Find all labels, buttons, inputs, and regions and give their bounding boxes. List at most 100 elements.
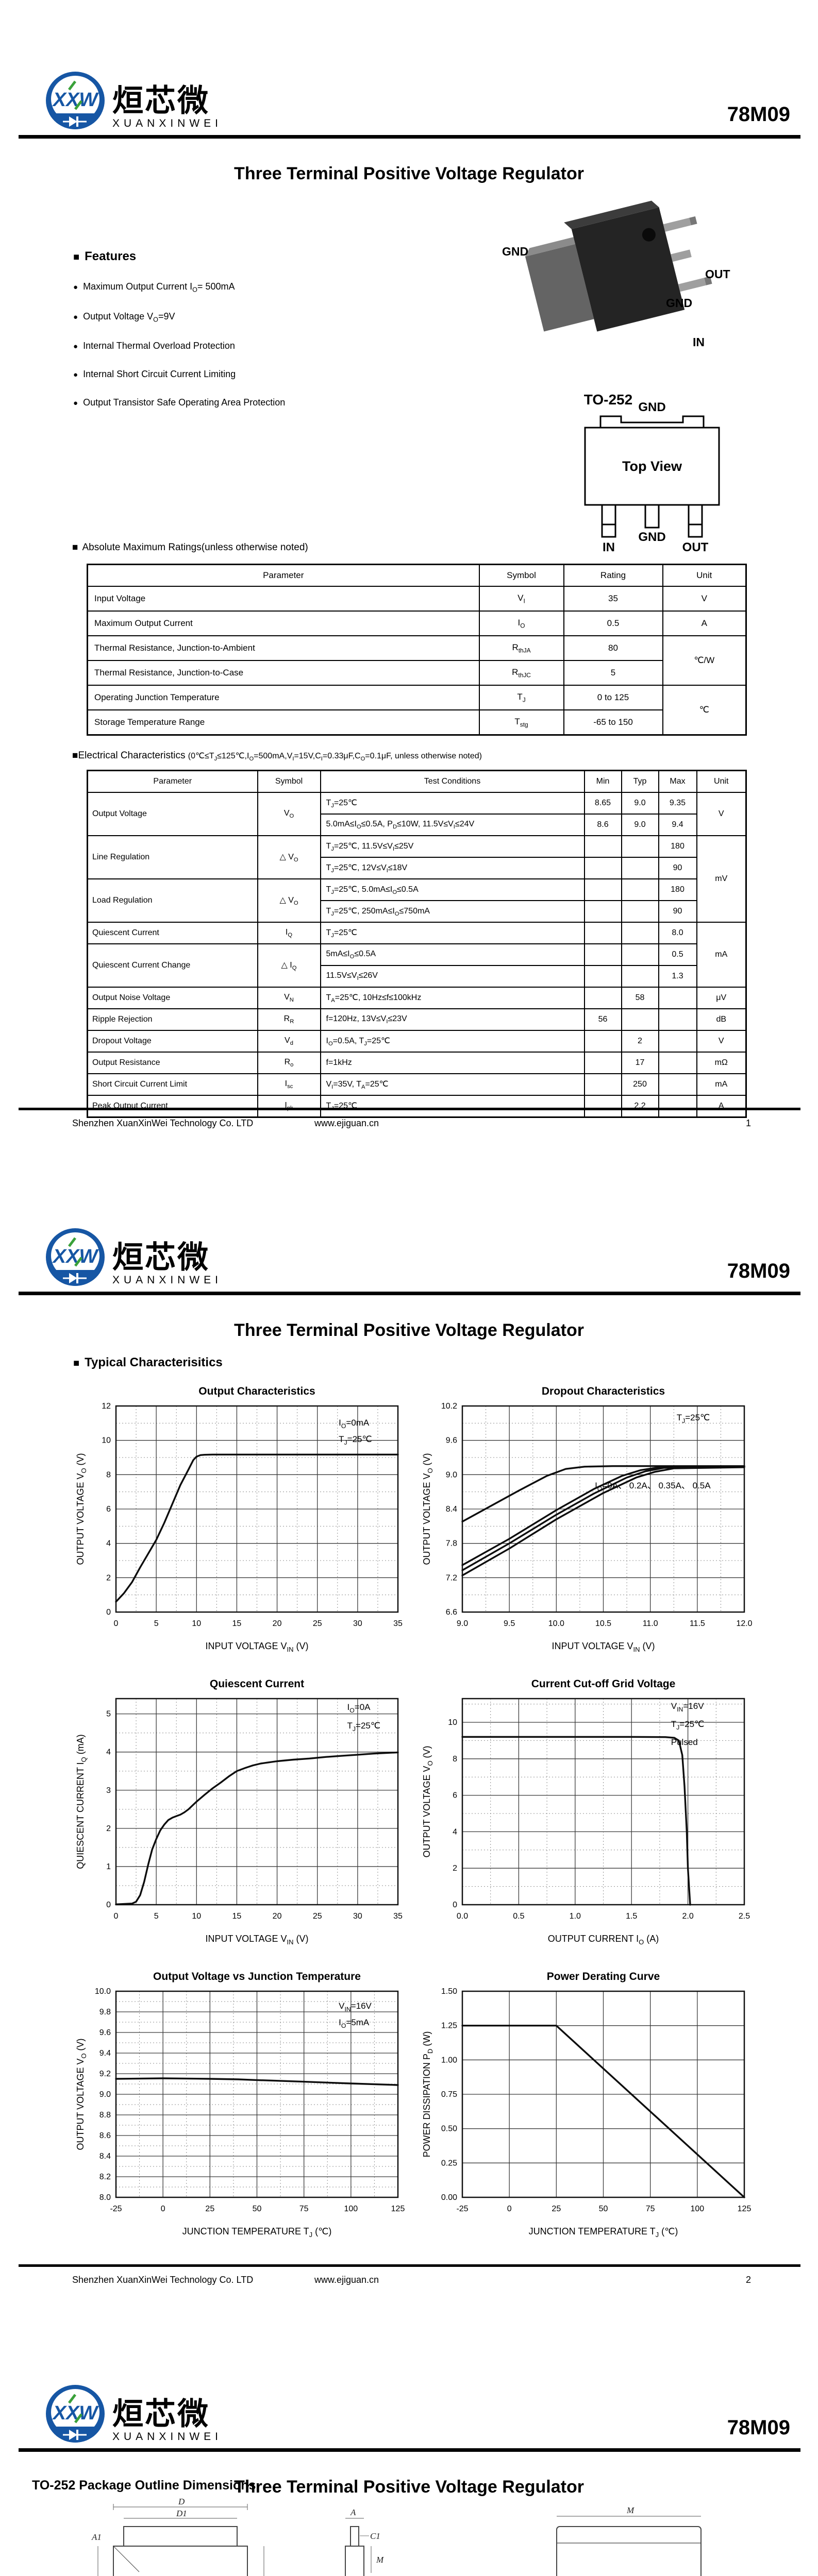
unit-cell: dB	[696, 1008, 747, 1031]
typ-cell	[621, 900, 659, 923]
symbol-cell: Isc	[257, 1073, 321, 1096]
topview-tab-label: GND	[638, 401, 665, 414]
svg-text:0: 0	[114, 1619, 119, 1628]
svg-text:20: 20	[273, 1912, 282, 1921]
svg-text:OUTPUT CURRENT IO (A): OUTPUT CURRENT IO (A)	[548, 1934, 659, 1946]
section-marker-icon: ■	[73, 251, 80, 263]
svg-text:1: 1	[106, 1862, 111, 1871]
column-header: Max	[658, 770, 697, 793]
param-cell: Quiescent Current	[87, 922, 258, 944]
column-header: Parameter	[87, 564, 480, 587]
table-row: TJ=25℃, 250mA≤IO≤750mA 90	[88, 900, 746, 923]
max-cell	[658, 1052, 697, 1074]
feature-item: ● Internal Short Circuit Current Limiting	[73, 369, 236, 380]
svg-text:10: 10	[448, 1718, 457, 1727]
chart-power-derating-curve: Power Derating Curve -25 0 25 50 75 100 125 0.00…	[419, 1967, 756, 2255]
topview-pins-icon	[601, 504, 703, 538]
table-row: Maximum Output Current IO 0.5 A	[87, 611, 747, 636]
diode-icon	[63, 116, 87, 127]
svg-text:Quiescent Current: Quiescent Current	[210, 1678, 304, 1690]
svg-text:100: 100	[344, 2205, 358, 2213]
svg-text:IO=5mA: IO=5mA	[339, 2018, 370, 2029]
dim-label-M2: M	[626, 2505, 635, 2515]
ec-conditions: (0℃≤TJ≤125℃,IO=500mA,VI=15V,CI=0.33μF,CO…	[188, 752, 482, 762]
param-cell: Operating Junction Temperature	[87, 685, 480, 710]
svg-text:12.0: 12.0	[736, 1619, 752, 1628]
unit-cell: mA	[696, 922, 747, 988]
svg-text:0: 0	[453, 1901, 457, 1909]
svg-text:Power Derating Curve: Power Derating Curve	[547, 1971, 660, 1982]
table-row: Quiescent Current Change △ IQ 5mA≤IO≤0.5A 0…	[87, 943, 746, 988]
footer-rule	[19, 2264, 800, 2267]
typ-cell	[621, 1008, 659, 1031]
svg-text:30: 30	[353, 1912, 362, 1921]
column-header: Unit	[662, 564, 747, 587]
table-row: Input Voltage VI 35 V	[87, 586, 747, 612]
max-cell: 90	[658, 857, 697, 879]
package-name: TO-252	[583, 392, 633, 408]
table-header-row: Parameter Symbol Test Conditions Min Typ Max U…	[87, 770, 747, 793]
diode-icon	[63, 2430, 87, 2440]
svg-text:7.2: 7.2	[446, 1573, 457, 1582]
svg-text:4: 4	[106, 1539, 111, 1548]
typ-cell: 17	[621, 1052, 659, 1074]
dim-label-A: A	[350, 2507, 356, 2517]
min-cell	[583, 835, 622, 858]
bullet-icon: ●	[73, 370, 78, 380]
chart-dropout-characteristics: Dropout Characteristics 9.0 9.5 10.0 10.5 11.…	[419, 1381, 756, 1670]
page-number: 2	[745, 2275, 751, 2285]
svg-text:15: 15	[232, 1912, 242, 1921]
column-header: Parameter	[87, 770, 258, 793]
brand-logo: XXW 烜芯微 XUANXINWEI	[44, 70, 222, 131]
svg-text:9.0: 9.0	[99, 2090, 111, 2099]
svg-text:50: 50	[253, 2205, 262, 2213]
svg-text:8.6: 8.6	[99, 2131, 111, 2140]
symbol-cell: Tstg	[478, 709, 564, 736]
symbol-cell: VI	[478, 586, 564, 612]
unit-cell: V	[696, 1030, 747, 1053]
svg-text:5: 5	[154, 1619, 159, 1628]
table-row: Thermal Resistance, Junction-to-Case RthJ…	[87, 660, 746, 686]
svg-text:6.6: 6.6	[446, 1608, 457, 1617]
unit-cell: ℃/W	[662, 635, 747, 686]
symbol-cell: Vd	[257, 1030, 321, 1053]
symbol-cell: RthJC	[478, 660, 564, 686]
svg-text:15: 15	[232, 1619, 242, 1628]
min-cell: 8.6	[583, 814, 622, 836]
electrical-characteristics-table: Parameter Symbol Test Conditions Min Typ Max U…	[87, 770, 747, 1118]
svg-text:JUNCTION TEMPERATURE TJ (: JUNCTION TEMPERATURE TJ (℃)	[529, 2226, 678, 2239]
svg-text:IO=0A: IO=0A	[347, 1702, 371, 1714]
svg-text:OUTPUT VOLTAGE VO (V): OUTPUT VOLTAGE VO (V)	[75, 1453, 88, 1565]
svg-text:10.5: 10.5	[595, 1619, 611, 1628]
svg-text:Output Voltage vs Junction Tem: Output Voltage vs Junction Temperature	[153, 1971, 361, 1982]
amr-heading: ■ Absolute Maximum Ratings(unless otherwi…	[72, 542, 308, 553]
typical-characteristics-heading: ■ Typical Characterisitics	[73, 1355, 223, 1369]
param-cell: Output Noise Voltage	[87, 987, 258, 1009]
svg-text:9.5: 9.5	[504, 1619, 515, 1628]
max-cell	[658, 1008, 697, 1031]
conditions-cell: TJ=25℃	[320, 1095, 585, 1118]
svg-text:30: 30	[353, 1619, 362, 1628]
svg-text:8.2: 8.2	[99, 2173, 111, 2181]
param-cell: Thermal Resistance, Junction-to-Ambient	[87, 635, 480, 661]
table-row: Quiescent Current IQ TJ=25℃ 8.0 mA	[87, 922, 747, 988]
svg-text:TJ=25℃: TJ=25℃	[347, 1721, 380, 1733]
brand-logo-icon: XXW	[46, 2385, 105, 2443]
page-title: Three Terminal Positive Voltage Regulato…	[234, 2477, 584, 2497]
svg-text:2.0: 2.0	[682, 1912, 693, 1921]
svg-text:TJ=25℃: TJ=25℃	[339, 1434, 372, 1446]
bullet-icon: ●	[73, 283, 78, 292]
svg-text:50: 50	[599, 2205, 608, 2213]
svg-text:0.5: 0.5	[513, 1912, 524, 1921]
svg-text:75: 75	[646, 2205, 655, 2213]
conditions-cell: TJ=25℃	[320, 792, 585, 815]
conditions-cell: TJ=25℃, 11.5V≤VI≤25V	[320, 835, 585, 858]
svg-text:4: 4	[453, 1827, 457, 1836]
footer-website: www.ejiguan.cn	[314, 1118, 379, 1128]
ec-heading: ■Electrical Characteristics (0℃≤TJ≤125℃,…	[72, 750, 482, 762]
conditions-cell: f=1kHz	[320, 1052, 585, 1074]
column-header: Unit	[696, 770, 747, 793]
svg-text:25: 25	[205, 2205, 214, 2213]
feature-item: ● Output Transistor Safe Operating Area P…	[73, 397, 286, 408]
svg-text:JUNCTION TEMPERATURE TJ (: JUNCTION TEMPERATURE TJ (℃)	[182, 2226, 332, 2239]
